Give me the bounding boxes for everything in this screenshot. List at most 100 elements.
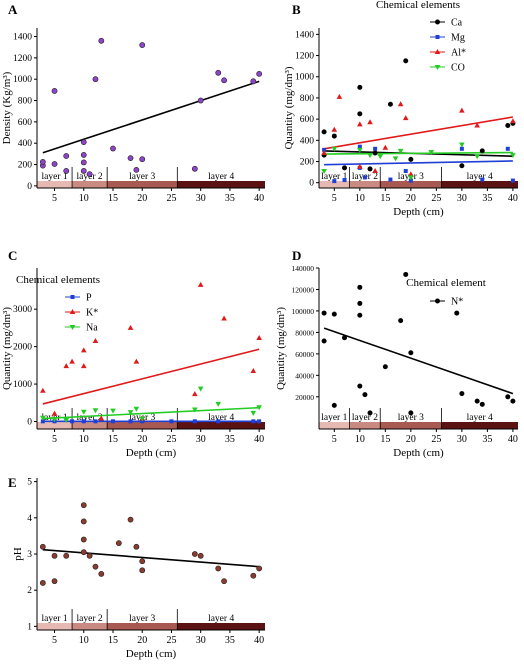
x-tick-label: 10 [355,434,365,445]
series-Na [40,386,262,424]
data-point [321,338,327,344]
data-point [332,179,337,184]
data-point [133,406,140,412]
y-axis-label: Quantity (mg/dm³) [275,307,287,390]
y-tick-label: 0 [27,418,32,428]
data-point [474,398,480,404]
data-point [362,175,367,180]
data-point [510,398,516,404]
data-point [505,122,511,128]
data-point [69,358,75,364]
x-tick-label: 35 [225,434,235,445]
legend-marker [69,309,76,314]
data-point [51,552,58,559]
data-point [80,518,87,525]
x-tick-label: 25 [166,193,176,204]
x-tick-label: 5 [52,635,57,646]
y-tick-label: 400 [18,139,33,149]
y-tick-label: 4 [27,514,32,524]
y-axis-label: Quantity (mg/dm³) [1,307,13,390]
data-point [63,418,70,424]
layer-band [72,422,108,429]
data-point [51,417,58,423]
legend-label: Al* [451,48,466,59]
y-tick-label: 2 [27,586,32,596]
data-point [357,312,363,318]
panel-label: A [8,2,18,17]
legend-title: Chemical elements [16,274,100,286]
trend-line [42,548,260,568]
data-point [459,146,464,151]
data-point [133,358,140,364]
legend-title: Chemical element [406,277,486,289]
data-point [428,149,435,155]
x-tick-label: 35 [225,193,235,204]
data-point [139,567,146,574]
data-point [80,549,87,556]
layer-band [107,422,178,429]
y-axis-label: Quantity (mg/dm³) [283,66,295,149]
y-tick-label: 140000 [292,264,315,273]
x-tick-label: 15 [108,434,118,445]
x-tick-label: 30 [196,193,206,204]
layer-label: layer 1 [41,614,67,624]
x-tick-label: 35 [225,635,235,646]
series-points [39,502,263,586]
y-tick-label: 2000 [13,343,32,353]
layer-band [72,623,108,630]
legend-label: K* [86,308,98,319]
legend-label: Mg [451,33,465,44]
legend-marker [69,325,76,330]
data-point [357,383,363,389]
data-point [357,84,363,90]
y-axis-label: Density (Kg/m³) [1,71,13,144]
data-point [51,410,58,416]
panel-label: B [292,2,301,17]
data-point [127,410,134,416]
data-point [342,165,348,171]
data-point [408,171,414,177]
data-point [221,578,227,585]
data-point [197,386,204,392]
layer-label: layer 1 [321,172,347,182]
data-point [331,402,337,408]
y-tick-label: 1 [27,622,32,632]
data-point [454,310,460,316]
data-point [321,129,327,135]
x-tick-label: 10 [355,193,365,204]
data-point [408,156,414,162]
x-tick-label: 20 [137,635,147,646]
data-point [98,415,105,421]
data-point [459,163,465,169]
panel-label: D [292,248,301,263]
data-point [342,335,348,341]
x-tick-label: 5 [52,434,57,445]
x-tick-label: 30 [457,434,467,445]
data-point [110,408,116,414]
data-point [402,115,409,121]
data-point [479,401,485,407]
data-point [111,419,115,424]
trend-line [42,348,260,405]
data-point [197,281,204,287]
layer-band [349,181,381,188]
data-point [51,161,58,167]
data-point [192,407,198,413]
data-point [51,88,58,94]
data-point [169,419,174,424]
data-point [256,335,262,341]
data-point [250,367,257,373]
data-point [408,178,413,183]
x-tick-label: 20 [406,193,416,204]
data-point [510,153,516,159]
layer-band [349,422,381,429]
layer-band [441,422,518,429]
x-tick-label: 5 [52,193,57,204]
data-point [321,150,327,156]
data-point [331,146,338,152]
x-tick-label: 10 [79,193,89,204]
x-axis-label: Depth (cm) [393,447,444,459]
data-point [377,154,384,160]
legend-marker [434,298,440,304]
